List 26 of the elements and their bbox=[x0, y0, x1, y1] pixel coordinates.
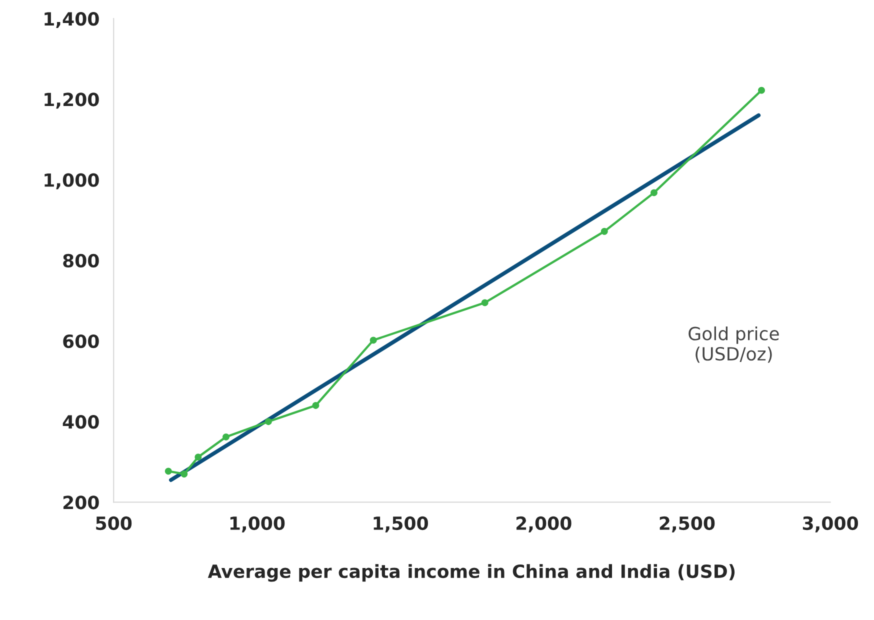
point bbox=[194, 454, 202, 461]
point bbox=[180, 470, 188, 478]
x-axis-title: Average per capita income in China and India (USD) bbox=[208, 564, 735, 582]
point bbox=[600, 228, 608, 235]
x-tick-label: 500 bbox=[96, 516, 132, 530]
y-tick-label: 400 bbox=[62, 415, 99, 429]
text: Gold price (USD/oz) bbox=[688, 326, 779, 363]
y-tick-label: 1,400 bbox=[44, 12, 99, 28]
point bbox=[222, 433, 230, 440]
point bbox=[264, 418, 272, 426]
x-tick-label: 1,000 bbox=[230, 516, 285, 532]
y-tick-label: 1,000 bbox=[44, 173, 99, 190]
x-tick-label: 1,500 bbox=[374, 516, 428, 532]
point bbox=[164, 468, 172, 475]
point bbox=[312, 402, 320, 409]
y-tick-label: 200 bbox=[63, 496, 99, 510]
y-tick-label: 600 bbox=[63, 334, 99, 348]
point bbox=[481, 299, 488, 306]
point bbox=[650, 189, 658, 196]
point bbox=[758, 86, 765, 94]
x-tick-label: 2,500 bbox=[660, 516, 715, 532]
x-tick-label: 3,000 bbox=[802, 516, 858, 532]
y-tick-label: 1,200 bbox=[44, 92, 99, 109]
y-tick-label: 800 bbox=[63, 254, 99, 268]
point bbox=[370, 336, 377, 344]
x-tick-label: 2,000 bbox=[516, 516, 572, 532]
